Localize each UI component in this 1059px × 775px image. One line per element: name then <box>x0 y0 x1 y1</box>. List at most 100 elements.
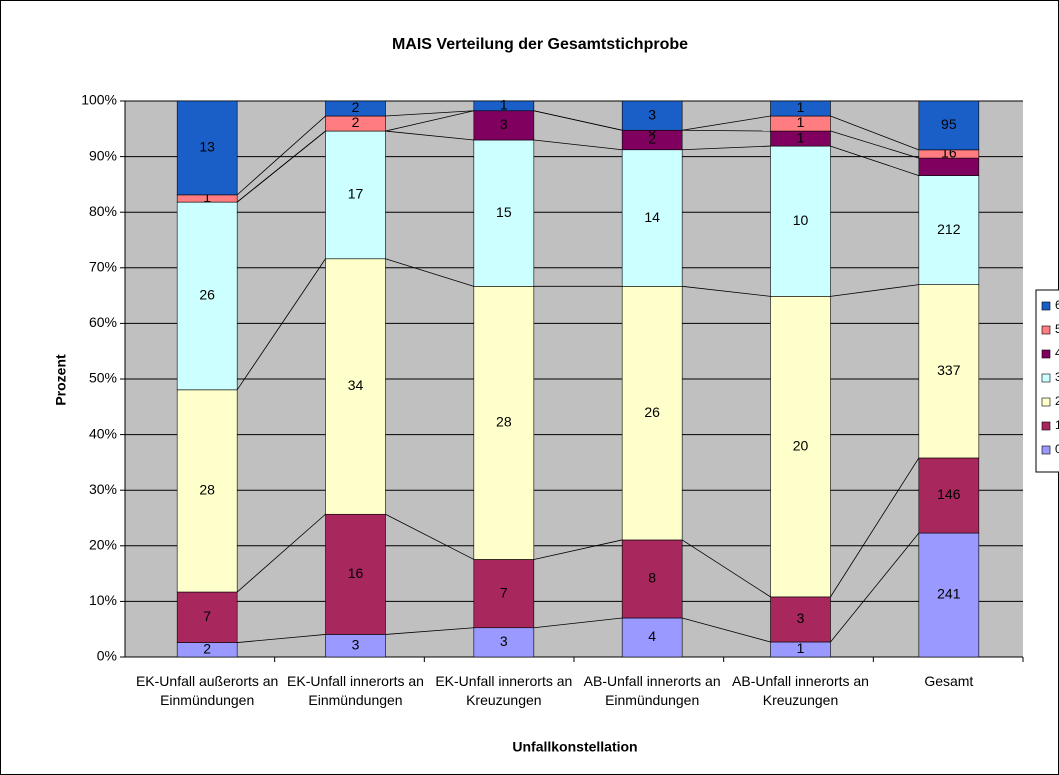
legend-swatch <box>1041 445 1051 455</box>
legend-label: 5 <box>1055 322 1059 336</box>
bar-segment <box>621 286 683 541</box>
legend-swatch <box>1041 349 1051 359</box>
series-line <box>385 627 474 635</box>
series-line <box>236 513 326 593</box>
bar-segment <box>473 559 535 629</box>
bar-segment <box>473 110 535 141</box>
y-tick-label: 80% <box>89 203 117 219</box>
x-tick-label: AB-Unfall innerorts an Kreuzungen <box>732 673 869 708</box>
bar-segment <box>176 389 238 593</box>
series-line <box>385 130 474 141</box>
y-tick-label: 20% <box>89 537 117 553</box>
series-line <box>682 129 771 132</box>
data-label: 20 <box>793 437 809 453</box>
bar-segment <box>918 284 980 459</box>
x-tick-label: EK-Unfall außerorts an Einmündungen <box>135 673 279 708</box>
bar-segment <box>325 513 386 635</box>
series-line <box>682 145 771 151</box>
legend-label: 1 <box>1055 418 1059 432</box>
series-line <box>830 130 919 159</box>
legend-swatch <box>1041 421 1051 431</box>
data-label: 2 <box>352 99 360 115</box>
series-line <box>682 115 771 131</box>
data-label: 1 <box>797 99 805 115</box>
data-label: 3 <box>648 106 656 122</box>
data-label: 17 <box>348 186 364 202</box>
bar-segment <box>918 532 980 658</box>
series-line <box>385 110 474 117</box>
bar-segment <box>176 591 238 643</box>
bar-segment <box>325 100 386 117</box>
bar-segment <box>473 286 535 560</box>
series-line <box>533 110 623 131</box>
series-line <box>533 539 623 560</box>
data-label: 337 <box>937 362 961 378</box>
legend-label: 3 <box>1055 370 1059 384</box>
bar-segment <box>621 617 683 658</box>
data-label: 10 <box>793 212 809 228</box>
y-tick-label: 40% <box>89 425 117 441</box>
series-line <box>236 115 326 196</box>
legend-label: 4 <box>1055 346 1059 360</box>
data-label: 16 <box>348 565 364 581</box>
y-tick-label: 60% <box>89 314 117 330</box>
bar-segment <box>918 100 980 151</box>
y-tick-label: 70% <box>89 259 117 275</box>
series-line <box>533 617 623 629</box>
data-label: 26 <box>199 287 215 303</box>
series-line <box>236 130 326 203</box>
bar-segment <box>770 145 831 297</box>
data-label: 3 <box>797 610 805 626</box>
series-line <box>385 513 475 560</box>
data-label: 26 <box>644 404 660 420</box>
data-label: 8 <box>648 570 656 586</box>
data-label: 95 <box>941 116 957 132</box>
data-label: 2 <box>352 114 360 130</box>
y-axis-title: Prozent <box>53 354 69 406</box>
data-label: 3 <box>500 633 508 649</box>
bar-segment <box>918 175 980 285</box>
legend-swatch <box>1041 325 1051 335</box>
data-label: 3 <box>500 116 508 132</box>
y-tick-label: 100% <box>81 92 117 108</box>
data-label: 241 <box>937 586 961 602</box>
legend-swatch <box>1041 397 1051 407</box>
series-line <box>533 139 623 151</box>
data-label: 1 <box>203 189 211 205</box>
x-tick-label: AB-Unfall innerorts an Einmündungen <box>583 673 721 708</box>
data-label: 1 <box>797 129 805 145</box>
bar-segment <box>770 596 831 643</box>
data-label: 34 <box>348 377 364 393</box>
data-label: 7 <box>203 608 211 624</box>
series-line <box>830 532 920 643</box>
series-line <box>682 617 771 643</box>
series-line <box>682 285 771 297</box>
x-tick-label: Gesamt <box>924 673 974 689</box>
data-label: 14 <box>644 209 660 225</box>
series-line <box>385 110 474 132</box>
y-tick-label: 30% <box>89 481 117 497</box>
series-line <box>681 539 771 598</box>
y-tick-label: 90% <box>89 147 117 163</box>
bar-segment <box>473 100 535 112</box>
data-label: 212 <box>937 221 961 237</box>
bar-segment <box>325 258 386 515</box>
y-tick-label: 10% <box>89 592 117 608</box>
bar-segment <box>918 157 980 176</box>
chart-title: MAIS Verteilung der Gesamtstichprobe <box>392 36 688 53</box>
data-label: 13 <box>199 139 215 155</box>
legend-label: 6 <box>1055 298 1059 312</box>
data-label: 1 <box>797 114 805 130</box>
x-tick-label: EK-Unfall innerorts an Kreuzungen <box>435 673 573 708</box>
bar-segment <box>621 149 683 287</box>
series-line <box>830 115 919 151</box>
data-label: 2 <box>648 131 656 147</box>
x-tick-label: EK-Unfall innerorts an Einmündungen <box>287 673 424 708</box>
data-label: 7 <box>500 584 508 600</box>
series-line <box>830 284 919 297</box>
legend-swatch <box>1041 373 1051 383</box>
data-label: 3 <box>352 636 360 652</box>
data-label: 28 <box>496 414 512 430</box>
series-line <box>830 145 919 176</box>
